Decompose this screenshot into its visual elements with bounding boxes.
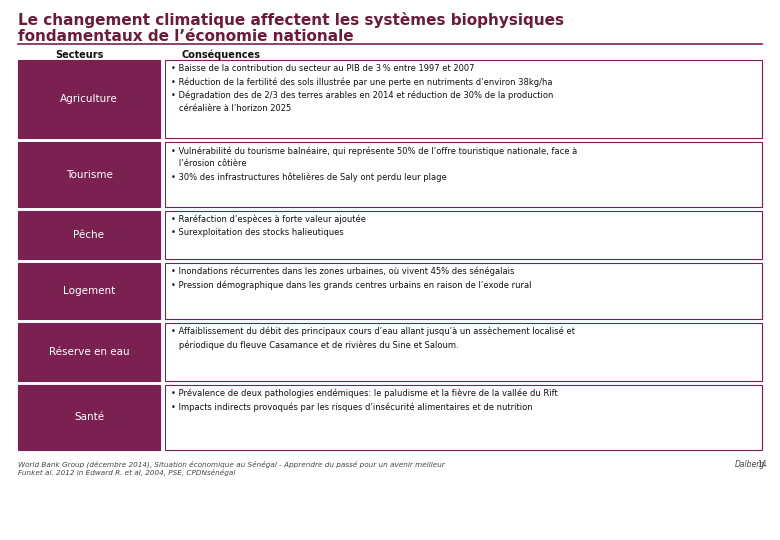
FancyBboxPatch shape [165, 60, 762, 138]
Text: Santé: Santé [74, 413, 104, 422]
Text: 14: 14 [757, 460, 767, 469]
FancyBboxPatch shape [165, 142, 762, 207]
Text: • Prévalence de deux pathologies endémiques: le paludisme et la fièvre de la val: • Prévalence de deux pathologies endémiq… [171, 389, 558, 412]
Text: Tourisme: Tourisme [66, 170, 112, 179]
FancyBboxPatch shape [165, 211, 762, 259]
Text: fondamentaux de l’économie nationale: fondamentaux de l’économie nationale [18, 29, 353, 44]
FancyBboxPatch shape [18, 211, 160, 259]
Text: Secteurs: Secteurs [55, 50, 104, 60]
Text: Agriculture: Agriculture [60, 94, 118, 104]
FancyBboxPatch shape [18, 142, 160, 207]
Text: Pêche: Pêche [73, 230, 105, 240]
Text: • Baisse de la contribution du secteur au PIB de 3 % entre 1997 et 2007
• Réduct: • Baisse de la contribution du secteur a… [171, 64, 553, 113]
FancyBboxPatch shape [165, 385, 762, 450]
FancyBboxPatch shape [18, 323, 160, 381]
Text: Dalberg: Dalberg [735, 460, 765, 469]
FancyBboxPatch shape [165, 263, 762, 319]
FancyBboxPatch shape [165, 323, 762, 381]
FancyBboxPatch shape [18, 385, 160, 450]
Text: • Affaiblissement du débit des principaux cours d’eau allant jusqu’à un assèchem: • Affaiblissement du débit des principau… [171, 327, 575, 350]
Text: • Inondations récurrentes dans les zones urbaines, où vivent 45% des sénégalais
: • Inondations récurrentes dans les zones… [171, 267, 531, 290]
Text: World Bank Group (décembre 2014), Situation économique au Sénégal - Apprendre du: World Bank Group (décembre 2014), Situat… [18, 460, 445, 468]
Text: Conséquences: Conséquences [182, 50, 261, 60]
Text: Funket al. 2012 in Edward R. et al, 2004, PSE, CPDNsénégal: Funket al. 2012 in Edward R. et al, 2004… [18, 469, 236, 476]
FancyBboxPatch shape [18, 263, 160, 319]
FancyBboxPatch shape [18, 60, 160, 138]
Text: Le changement climatique affectent les systèmes biophysiques: Le changement climatique affectent les s… [18, 12, 564, 28]
Text: • Vulnérabilité du tourisme balnéaire, qui représente 50% de l’offre touristique: • Vulnérabilité du tourisme balnéaire, q… [171, 146, 577, 182]
Text: Logement: Logement [63, 286, 115, 296]
Text: • Raréfaction d’espèces à forte valeur ajoutée
• Surexploitation des stocks hali: • Raréfaction d’espèces à forte valeur a… [171, 215, 366, 238]
Text: Réserve en eau: Réserve en eau [48, 347, 129, 357]
